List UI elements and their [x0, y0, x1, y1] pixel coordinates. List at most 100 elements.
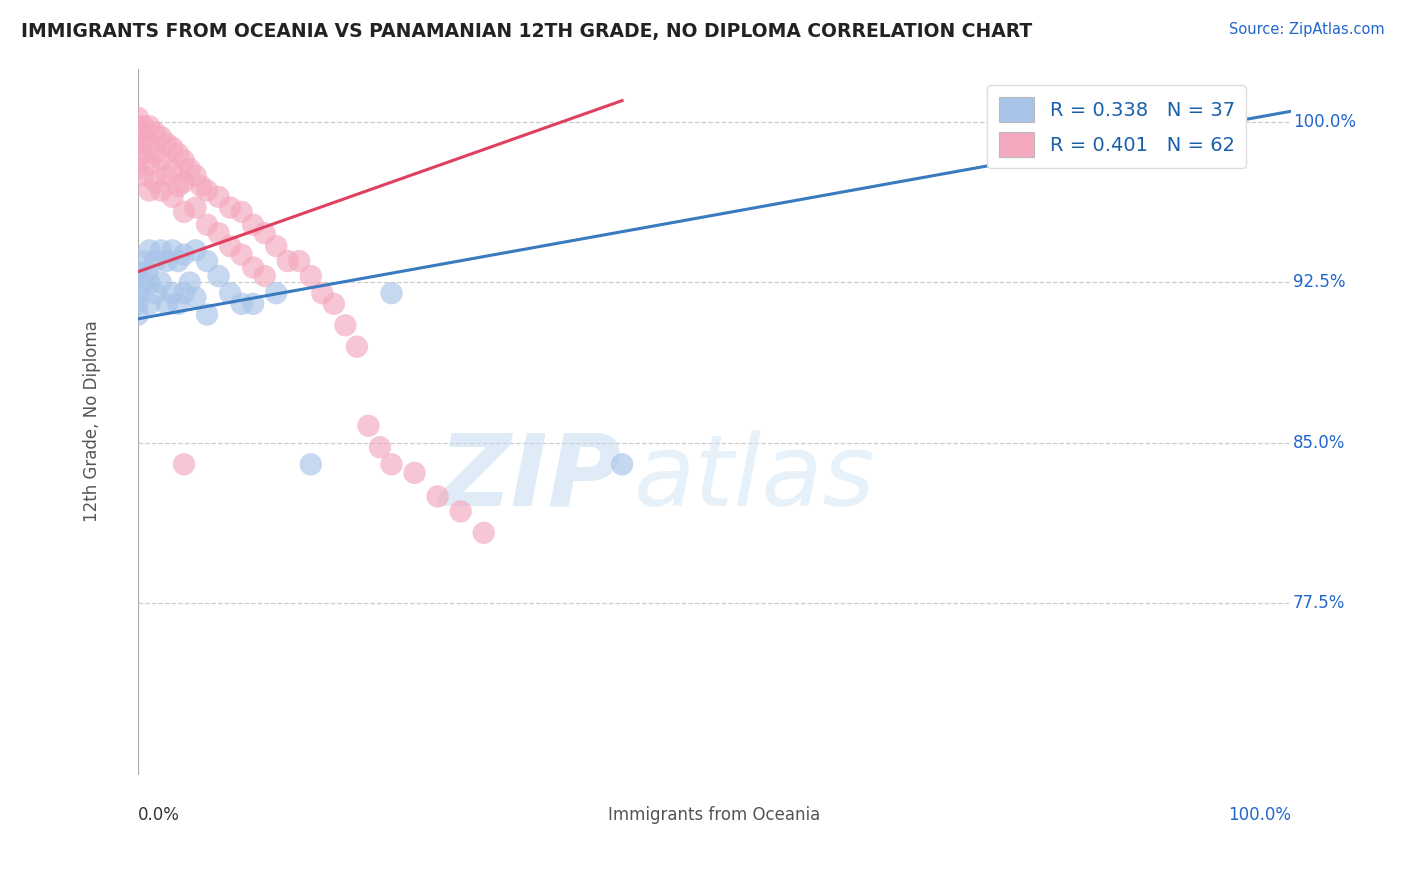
Point [242, 218, 264, 232]
Point [136, 265, 159, 279]
Point [162, 190, 184, 204]
Text: Source: ZipAtlas.com: Source: ZipAtlas.com [1229, 22, 1385, 37]
Point [195, 218, 218, 232]
Point [242, 297, 264, 311]
Point [149, 244, 172, 258]
Point [231, 297, 253, 311]
Point [167, 147, 190, 161]
Point [195, 308, 218, 322]
Point [143, 286, 166, 301]
Point [231, 205, 253, 219]
Point [132, 120, 155, 134]
Point [132, 169, 155, 183]
Point [253, 227, 276, 241]
Point [127, 111, 149, 125]
Point [264, 239, 287, 253]
Point [138, 136, 160, 151]
Point [127, 308, 149, 322]
Point [610, 458, 633, 472]
Text: 0.0%: 0.0% [138, 806, 180, 824]
Point [132, 276, 155, 290]
Point [184, 169, 207, 183]
Text: 85.0%: 85.0% [1294, 434, 1346, 452]
Point [450, 504, 472, 518]
Point [162, 244, 184, 258]
Point [143, 126, 166, 140]
Point [138, 276, 160, 290]
Point [380, 286, 402, 301]
Point [219, 201, 242, 215]
Point [253, 268, 276, 283]
Point [299, 458, 322, 472]
Point [138, 244, 160, 258]
Point [156, 254, 179, 268]
Point [242, 260, 264, 275]
Point [127, 297, 149, 311]
Point [264, 286, 287, 301]
Point [219, 239, 242, 253]
Point [380, 458, 402, 472]
Point [184, 201, 207, 215]
Point [167, 297, 190, 311]
Point [143, 147, 166, 161]
Text: 12th Grade, No Diploma: 12th Grade, No Diploma [83, 320, 101, 523]
Point [426, 490, 449, 504]
Point [162, 141, 184, 155]
Point [162, 162, 184, 177]
Text: 92.5%: 92.5% [1294, 274, 1346, 292]
Point [184, 244, 207, 258]
Point [149, 184, 172, 198]
Point [322, 297, 344, 311]
Point [472, 525, 495, 540]
Point [138, 158, 160, 172]
Point [173, 247, 195, 261]
Point [195, 184, 218, 198]
Point [127, 286, 149, 301]
Point [149, 153, 172, 168]
Point [156, 169, 179, 183]
Point [231, 247, 253, 261]
Text: 100.0%: 100.0% [1227, 806, 1291, 824]
Text: ZIP: ZIP [439, 430, 621, 526]
Point [173, 286, 195, 301]
Point [299, 268, 322, 283]
Text: Immigrants from Oceania: Immigrants from Oceania [609, 806, 821, 824]
Point [357, 418, 380, 433]
Point [179, 162, 201, 177]
Point [195, 254, 218, 268]
Point [149, 276, 172, 290]
Point [184, 290, 207, 304]
Text: 77.5%: 77.5% [1294, 594, 1346, 613]
Legend: R = 0.338   N = 37, R = 0.401   N = 62: R = 0.338 N = 37, R = 0.401 N = 62 [987, 86, 1246, 169]
Point [138, 297, 160, 311]
Point [138, 184, 160, 198]
Point [173, 205, 195, 219]
Point [156, 136, 179, 151]
Point [173, 458, 195, 472]
Point [132, 147, 155, 161]
Text: atlas: atlas [634, 430, 875, 526]
Point [167, 179, 190, 194]
Point [179, 276, 201, 290]
Point [190, 179, 212, 194]
Point [277, 254, 299, 268]
Point [173, 175, 195, 189]
Point [288, 254, 311, 268]
Text: IMMIGRANTS FROM OCEANIA VS PANAMANIAN 12TH GRADE, NO DIPLOMA CORRELATION CHART: IMMIGRANTS FROM OCEANIA VS PANAMANIAN 12… [21, 22, 1032, 41]
Point [219, 286, 242, 301]
Point [162, 286, 184, 301]
Point [173, 153, 195, 168]
Point [311, 286, 333, 301]
Point [127, 162, 149, 177]
Text: 100.0%: 100.0% [1294, 113, 1355, 131]
Point [127, 128, 149, 142]
Point [149, 130, 172, 145]
Point [143, 254, 166, 268]
Point [127, 120, 149, 134]
Point [335, 318, 357, 333]
Point [127, 136, 149, 151]
Point [138, 120, 160, 134]
Point [1129, 136, 1152, 151]
Point [368, 440, 391, 454]
Point [132, 254, 155, 268]
